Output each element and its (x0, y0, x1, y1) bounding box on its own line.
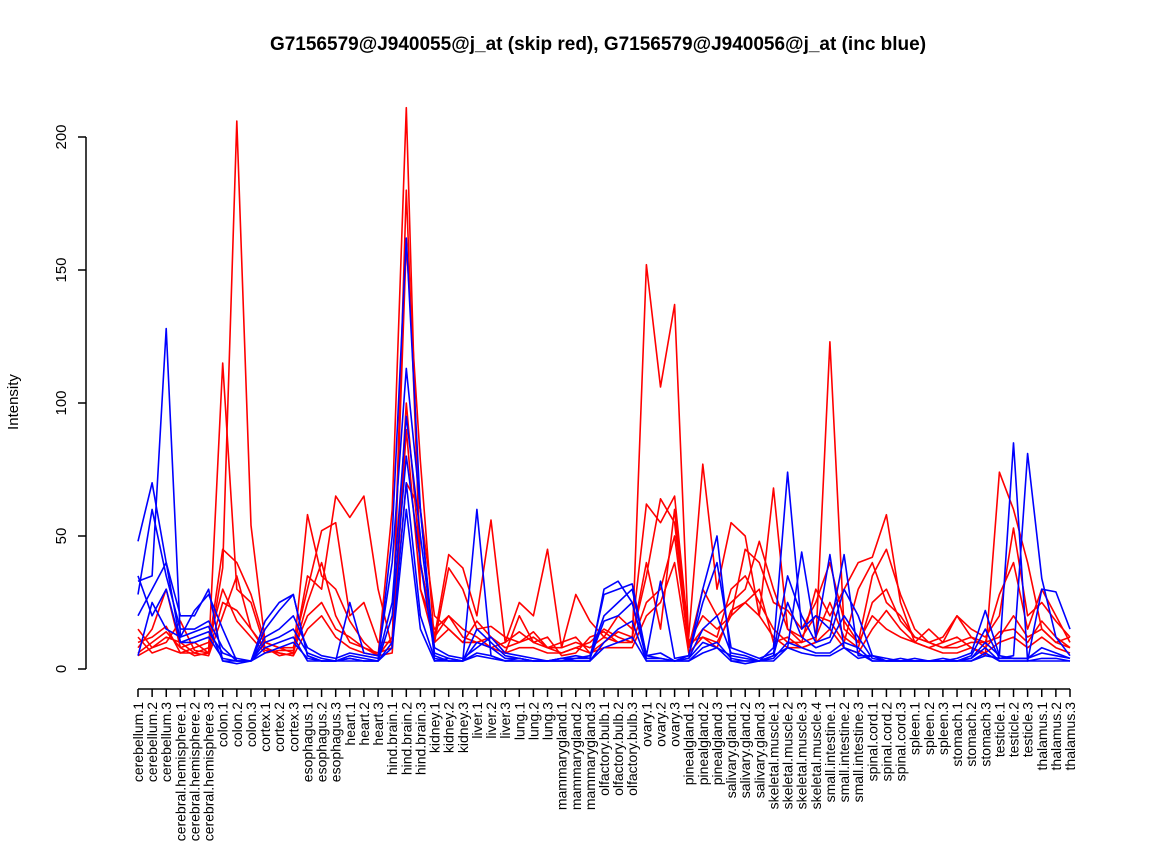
x-tick-label: ovary.1 (638, 702, 654, 747)
x-tick-label: ovary.2 (652, 702, 668, 747)
x-tick-label: testicle.2 (1006, 702, 1022, 757)
x-tick-label: lung.3 (540, 702, 556, 740)
x-tick-label: salivary.gland.1 (723, 702, 739, 798)
x-tick-label: stomach.1 (949, 702, 965, 767)
x-tick-label: spleen.1 (907, 702, 923, 755)
x-tick-label: ovary.3 (667, 702, 683, 747)
x-tick-label: olfactory.bulb.3 (624, 702, 640, 796)
skip-series-line-3 (137, 120, 1071, 654)
inc-series-line-9 (137, 415, 1071, 662)
x-tick-label: spleen.2 (921, 702, 937, 755)
x-tick-label: salivary.gland.2 (737, 702, 753, 798)
x-tick-label: olfactory.bulb.2 (610, 702, 626, 796)
x-tick-label: stomach.3 (977, 702, 993, 767)
x-tick-label: thalamus.2 (1048, 702, 1064, 771)
chart-title: G7156579@J940055@j_at (skip red), G71565… (270, 34, 926, 55)
x-tick-label: hind.brain.1 (384, 702, 400, 775)
x-tick-label: skeletal.muscle.2 (780, 702, 796, 810)
skip-series-line-1 (137, 106, 1071, 657)
x-tick-label: esophagus.2 (314, 702, 330, 782)
x-tick-label: pinealgland.1 (681, 702, 697, 786)
x-tick-label: pinealgland.2 (695, 702, 711, 786)
x-tick-label: mammarygland.3 (582, 702, 598, 810)
x-tick-label: cortex.1 (257, 702, 273, 752)
x-tick-label: hind.brain.3 (412, 702, 428, 775)
x-tick-label: colon.1 (215, 702, 231, 747)
skip-series-line-5 (137, 402, 1071, 654)
x-tick-label: cerebral.hemisphere.3 (201, 702, 217, 842)
x-tick-label: kidney.2 (441, 702, 457, 753)
x-tick-label: lung.1 (511, 702, 527, 740)
x-tick-label: liver.3 (497, 702, 513, 739)
x-tick-label: cortex.2 (271, 702, 287, 752)
y-axis-label: Intensity (5, 374, 22, 430)
x-axis: cerebellum.1cerebellum.2cerebellum.3cere… (130, 688, 1078, 842)
x-tick-label: kidney.1 (427, 702, 443, 753)
x-tick-label: lung.2 (525, 702, 541, 740)
x-tick-label: thalamus.1 (1034, 702, 1050, 771)
x-tick-label: mammarygland.2 (568, 702, 584, 810)
inc-series-line-7 (137, 237, 1071, 665)
x-tick-label: esophagus.1 (299, 702, 315, 782)
skip-series-line-2 (137, 189, 1071, 654)
x-tick-label: stomach.2 (963, 702, 979, 767)
y-tick-label: 200 (53, 124, 70, 149)
x-tick-label: small.intestine.2 (836, 702, 852, 803)
x-tick-label: spleen.3 (935, 702, 951, 755)
x-tick-label: hind.brain.2 (398, 702, 414, 775)
x-tick-label: cerebellum.2 (144, 702, 160, 782)
inc-series-line-11 (137, 481, 1071, 662)
x-tick-label: esophagus.3 (328, 702, 344, 782)
x-tick-label: liver.2 (483, 702, 499, 739)
y-tick-label: 0 (53, 665, 70, 673)
x-tick-label: small.intestine.1 (822, 702, 838, 803)
x-tick-label: small.intestine.3 (850, 702, 866, 803)
x-tick-label: cortex.3 (285, 702, 301, 752)
x-tick-label: colon.2 (229, 702, 245, 747)
x-tick-label: testicle.3 (1020, 702, 1036, 757)
inc-series-line-12 (137, 508, 1070, 662)
x-tick-label: skeletal.muscle.4 (808, 702, 824, 810)
x-tick-label: pinealgland.3 (709, 702, 725, 786)
x-tick-label: colon.3 (243, 702, 259, 747)
x-tick-label: testicle.1 (991, 702, 1007, 757)
x-tick-label: skeletal.muscle.3 (794, 702, 810, 810)
x-tick-label: spinal.cord.3 (893, 702, 909, 782)
x-tick-label: cerebellum.3 (158, 702, 174, 782)
y-tick-label: 150 (53, 257, 70, 282)
x-tick-label: liver.1 (469, 702, 485, 739)
x-tick-label: mammarygland.1 (554, 702, 570, 810)
x-tick-label: salivary.gland.3 (751, 702, 767, 798)
x-tick-label: heart.1 (342, 702, 358, 746)
x-tick-label: heart.2 (356, 702, 372, 746)
y-tick-label: 100 (53, 390, 70, 415)
series-layer (137, 106, 1071, 665)
x-tick-label: cerebral.hemisphere.2 (186, 702, 202, 842)
y-tick-label: 50 (53, 528, 70, 545)
x-tick-label: cerebellum.1 (130, 702, 146, 782)
x-tick-label: kidney.3 (455, 702, 471, 753)
x-tick-label: cerebral.hemisphere.1 (172, 702, 188, 842)
x-tick-label: thalamus.3 (1062, 702, 1078, 771)
x-tick-label: olfactory.bulb.1 (596, 702, 612, 796)
x-tick-label: heart.3 (370, 702, 386, 746)
y-axis: 0 50 100 150 200 (53, 124, 87, 673)
x-tick-label: spinal.cord.1 (864, 702, 880, 782)
x-tick-label: spinal.cord.2 (878, 702, 894, 782)
x-tick-label: skeletal.muscle.1 (765, 702, 781, 810)
